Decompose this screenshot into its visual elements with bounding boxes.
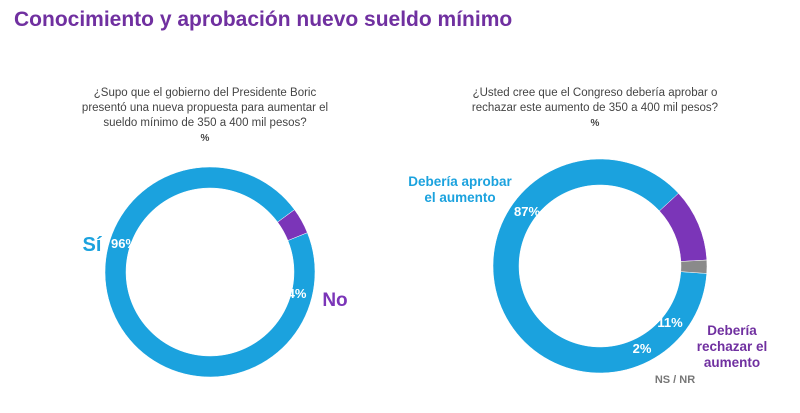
donut-2-value-label-2: 11% (657, 315, 683, 330)
donut-2-category-label-2-line-2: rechazar el (697, 339, 768, 354)
donut-2-category-label-1-line-1: Debería aprobar (408, 174, 512, 189)
question-2-unit: % (590, 118, 600, 129)
donut-1-value-label-2: 4% (288, 286, 307, 301)
donut-1-category-label-2: No (322, 290, 347, 311)
donut-chart-awareness: 96% Sí 4% No (83, 166, 348, 378)
question-2-line-1: ¿Usted cree que el Congreso debería apro… (472, 87, 718, 99)
donut-1-value-label-1: 96% (111, 236, 137, 251)
page-title: Conocimiento y aprobación nuevo sueldo m… (14, 8, 513, 31)
question-1-unit: % (200, 133, 210, 144)
donut-1-category-label-1: Sí (83, 234, 103, 256)
donut-2-value-label-3: 2% (633, 341, 652, 356)
donut-2-category-label-2-line-1: Debería (707, 323, 757, 338)
question-1-line-3: sueldo mínimo de 350 a 400 mil pesos? (103, 117, 307, 129)
donut-1-slice-2 (277, 209, 308, 241)
donut-2-category-label-3: NS / NR (655, 374, 695, 386)
question-1-line-2: presentó una nueva propuesta para aument… (81, 102, 329, 114)
donut-1-slice-1 (104, 166, 316, 378)
question-2: ¿Usted cree que el Congreso debería apro… (450, 86, 740, 131)
donut-2-slice-3 (680, 259, 708, 274)
donut-2-slice-1 (492, 158, 708, 374)
donut-2-value-label-1: 87% (514, 204, 540, 219)
question-2-line-2: rechazar este aumento de 350 a 400 mil p… (471, 102, 719, 114)
question-1-line-1: ¿Supo que el gobierno del Presidente Bor… (93, 87, 317, 99)
question-1: ¿Supo que el gobierno del Presidente Bor… (60, 86, 350, 146)
donut-2-category-label-1-line-2: el aumento (424, 190, 495, 205)
donut-2-category-label-2-line-3: aumento (704, 355, 760, 370)
